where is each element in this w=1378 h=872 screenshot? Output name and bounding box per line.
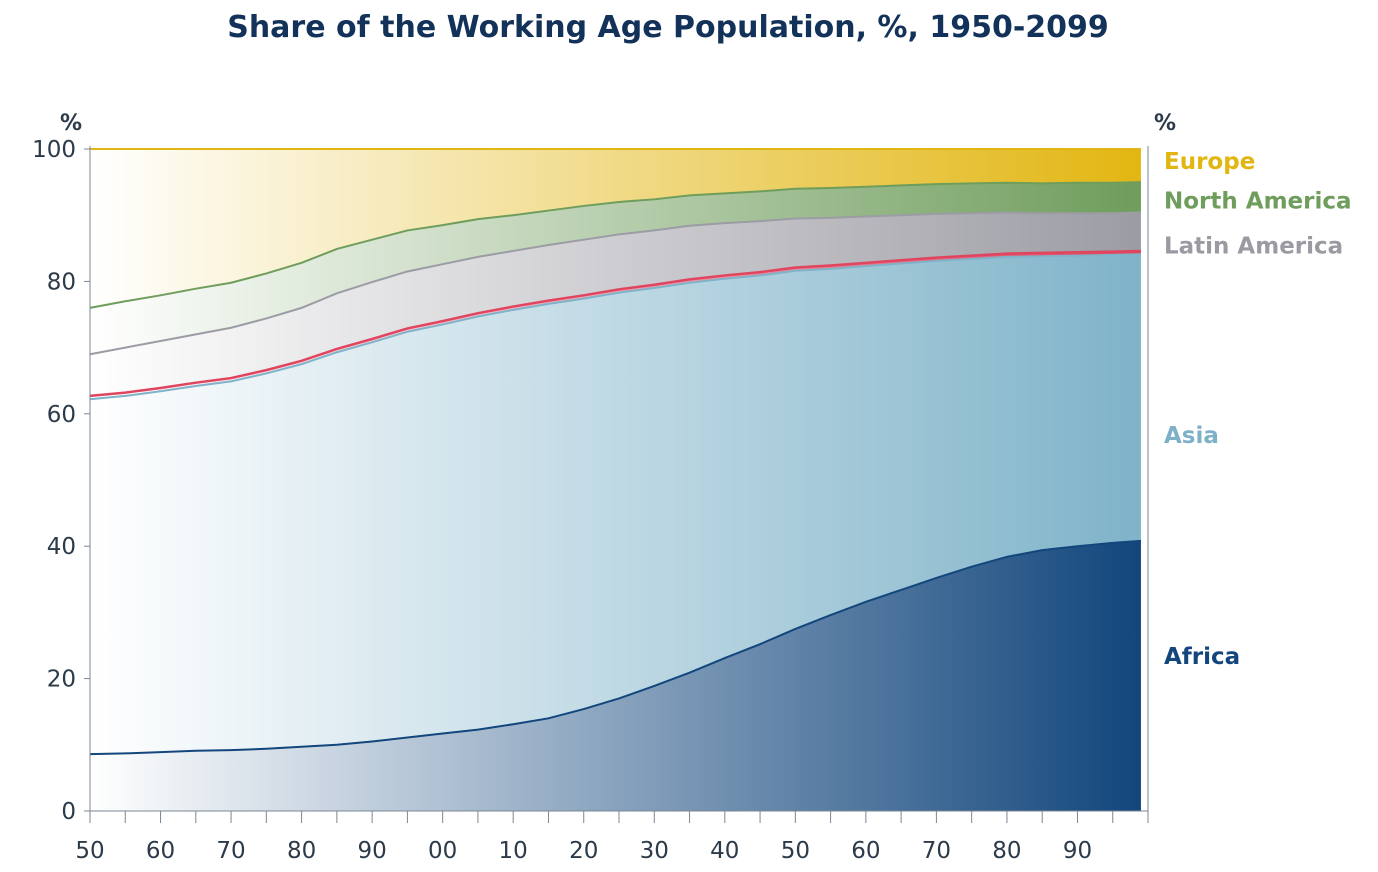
x-tick-label: 10 xyxy=(499,838,528,864)
x-tick-label: 30 xyxy=(640,838,669,864)
area-asia xyxy=(90,254,1141,755)
axes: % % 0 20 40 60 80 100 50 60 70 80 90 00 10 20 30 40 50 60… xyxy=(32,111,1176,864)
x-tick-label: 70 xyxy=(922,838,951,864)
series-lines xyxy=(89,148,1142,756)
region-label-north-america: North America xyxy=(1164,189,1352,215)
region-label-europe: Europe xyxy=(1164,149,1255,175)
y-axis-unit-left: % xyxy=(60,111,82,136)
area-oceania xyxy=(90,250,1141,400)
region-label-africa: Africa xyxy=(1164,644,1240,670)
y-tick-label: 20 xyxy=(47,667,76,693)
x-tick-label: 50 xyxy=(781,838,810,864)
line-asia xyxy=(89,253,1141,401)
region-labels: Europe North America Latin America Asia Afri… xyxy=(1164,149,1352,670)
y-axis-unit-right: % xyxy=(1154,111,1176,136)
x-tick-label: 50 xyxy=(75,838,104,864)
areas-layer xyxy=(90,149,1141,811)
y-tick-label: 60 xyxy=(47,402,76,428)
region-label-latin-america: Latin America xyxy=(1164,234,1343,260)
y-tick-label: 0 xyxy=(61,799,76,825)
y-tick-label: 40 xyxy=(47,534,76,560)
x-tick-label: 60 xyxy=(146,838,175,864)
line-oceania xyxy=(89,249,1141,398)
chart-title: Share of the Working Age Population, %, … xyxy=(227,10,1109,45)
y-tick-label: 100 xyxy=(32,137,76,163)
x-tick-label: 60 xyxy=(851,838,880,864)
area-north-america xyxy=(90,182,1141,355)
y-tick-label: 80 xyxy=(47,269,76,295)
line-latin-america xyxy=(89,211,1141,356)
x-tick-label: 90 xyxy=(1063,838,1092,864)
area-europe xyxy=(90,149,1141,308)
x-tick-label: 40 xyxy=(710,838,739,864)
x-tick-label: 20 xyxy=(569,838,598,864)
x-tick-label: 80 xyxy=(992,838,1021,864)
region-label-asia: Asia xyxy=(1164,423,1219,449)
x-tick-label: 70 xyxy=(216,838,245,864)
line-africa xyxy=(89,539,1142,756)
x-tick-label: 00 xyxy=(428,838,457,864)
x-tick-label: 80 xyxy=(287,838,316,864)
line-north-america xyxy=(89,181,1141,309)
x-tick-label: 90 xyxy=(357,838,386,864)
area-latin-america xyxy=(90,212,1141,396)
